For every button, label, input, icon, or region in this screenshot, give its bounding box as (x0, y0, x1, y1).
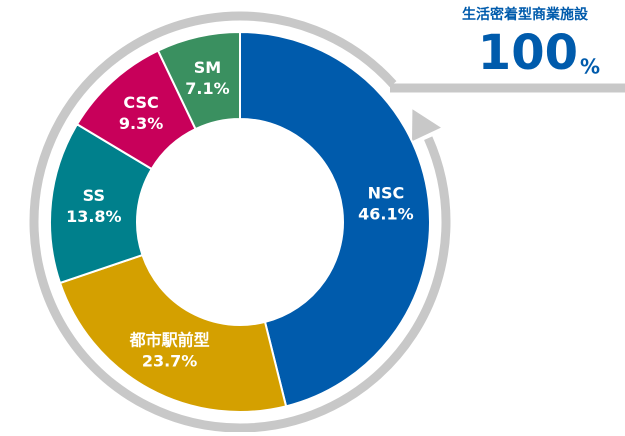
cycle-arrow (29, 11, 625, 433)
value-label: 9.3% (119, 114, 163, 133)
annotation: 生活密着型商業施設 (462, 6, 589, 23)
value-label: 23.7% (142, 352, 198, 371)
value-label: 13.8% (66, 207, 122, 226)
slice-label: SM (194, 58, 221, 77)
ring-arc (29, 11, 451, 433)
slice-label: CSC (123, 93, 158, 112)
slice (239, 30, 431, 408)
total-unit: % (580, 55, 600, 79)
slice (58, 253, 288, 413)
value-label: 7.1% (185, 79, 229, 98)
arrow-head (411, 109, 441, 142)
slice-label: NSC (368, 184, 405, 203)
value-label: 46.1% (358, 205, 414, 224)
slice-label: SS (83, 186, 105, 205)
slice (156, 30, 241, 131)
slice-label: 都市駅前型 (129, 331, 210, 350)
total-value: 100 (478, 25, 578, 81)
